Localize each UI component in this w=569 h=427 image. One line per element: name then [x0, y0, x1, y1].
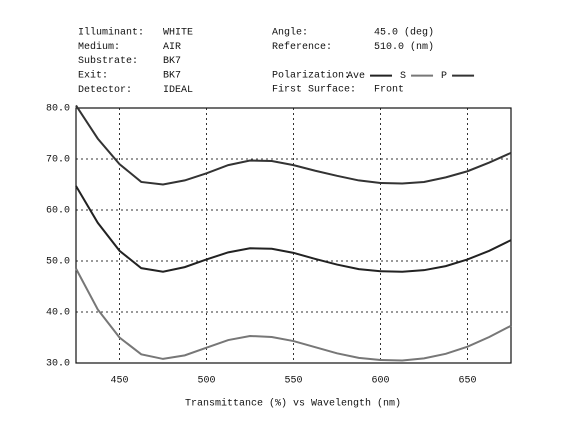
x-tick-label: 600	[371, 376, 389, 387]
annotation-label: First Surface:	[272, 84, 356, 96]
series-line	[75, 185, 512, 273]
plot-frame	[75, 107, 512, 364]
annotation-label: Medium:	[78, 41, 120, 53]
y-tick-label: 30.0	[46, 359, 70, 370]
y-tick-label: 60.0	[46, 206, 70, 217]
annotation-value: Front	[374, 85, 404, 96]
annotation-label: Angle:	[272, 27, 308, 39]
annotation-label: Illuminant:	[78, 27, 144, 39]
y-tick-label: 70.0	[46, 155, 70, 166]
annotation-value: BK7	[163, 71, 181, 82]
legend-label: S	[400, 71, 406, 82]
series-line	[75, 268, 512, 362]
legend-label: P	[441, 71, 447, 82]
x-tick-label: 650	[458, 376, 476, 387]
y-tick-label: 80.0	[46, 104, 70, 115]
annotation-value: 510.0 (nm)	[374, 41, 434, 53]
annotation-value: IDEAL	[163, 85, 193, 96]
y-tick-label: 40.0	[46, 308, 70, 319]
annotation-value: BK7	[163, 56, 181, 67]
legend-label: Ave	[347, 71, 365, 82]
annotation-label: Substrate:	[78, 55, 138, 67]
series-line	[75, 104, 512, 186]
legend-title: Polarization:	[272, 70, 350, 82]
annotation-label: Exit:	[78, 70, 108, 82]
x-axis-label: Transmittance (%) vs Wavelength (nm)	[185, 398, 401, 410]
annotation-label: Detector:	[78, 85, 132, 96]
x-tick-label: 550	[284, 376, 302, 387]
annotation-value: AIR	[163, 42, 181, 53]
x-tick-label: 500	[197, 376, 215, 387]
y-tick-label: 50.0	[46, 257, 70, 268]
x-tick-label: 450	[110, 376, 128, 387]
annotation-value: 45.0 (deg)	[374, 27, 434, 39]
annotation-label: Reference:	[272, 41, 332, 53]
annotation-value: WHITE	[163, 28, 193, 39]
